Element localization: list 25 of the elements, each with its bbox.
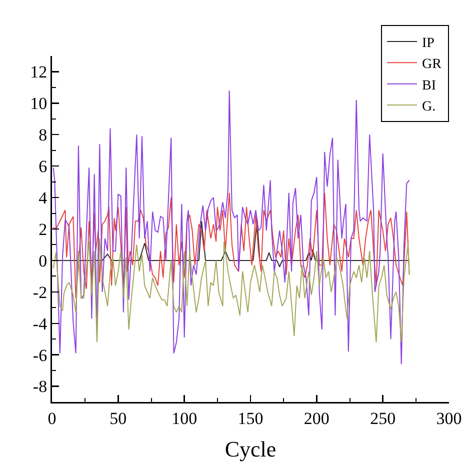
legend-label: BI bbox=[422, 78, 436, 94]
y-tick-label: -4 bbox=[32, 314, 48, 334]
x-axis-title: Cycle bbox=[224, 436, 276, 462]
legend-label: IP bbox=[422, 36, 435, 51]
y-tick-label: 8 bbox=[38, 126, 48, 145]
legend-label: GR bbox=[422, 57, 442, 72]
x-tick-label: 200 bbox=[304, 408, 330, 428]
y-tick-label: -8 bbox=[32, 377, 48, 396]
y-tick-label: 10 bbox=[30, 94, 48, 114]
y-tick-label: 12 bbox=[30, 62, 48, 82]
y-tick-label: 4 bbox=[38, 188, 48, 208]
line-series bbox=[52, 90, 410, 365]
legend-label: G. bbox=[422, 100, 436, 115]
y-tick-label: -6 bbox=[32, 346, 48, 365]
y-tick-label: 6 bbox=[38, 157, 48, 176]
y-tick-label: 0 bbox=[38, 251, 48, 270]
x-tick-label: 150 bbox=[238, 408, 264, 428]
x-tick-label: 300 bbox=[436, 408, 462, 428]
y-tick-label: 2 bbox=[38, 220, 48, 239]
x-tick-label: 250 bbox=[370, 408, 396, 428]
x-tick-label: 50 bbox=[110, 408, 127, 428]
x-tick-label: 100 bbox=[172, 408, 198, 428]
y-tick-label: -2 bbox=[32, 282, 48, 302]
line-series bbox=[52, 192, 410, 299]
line-series bbox=[52, 238, 410, 343]
